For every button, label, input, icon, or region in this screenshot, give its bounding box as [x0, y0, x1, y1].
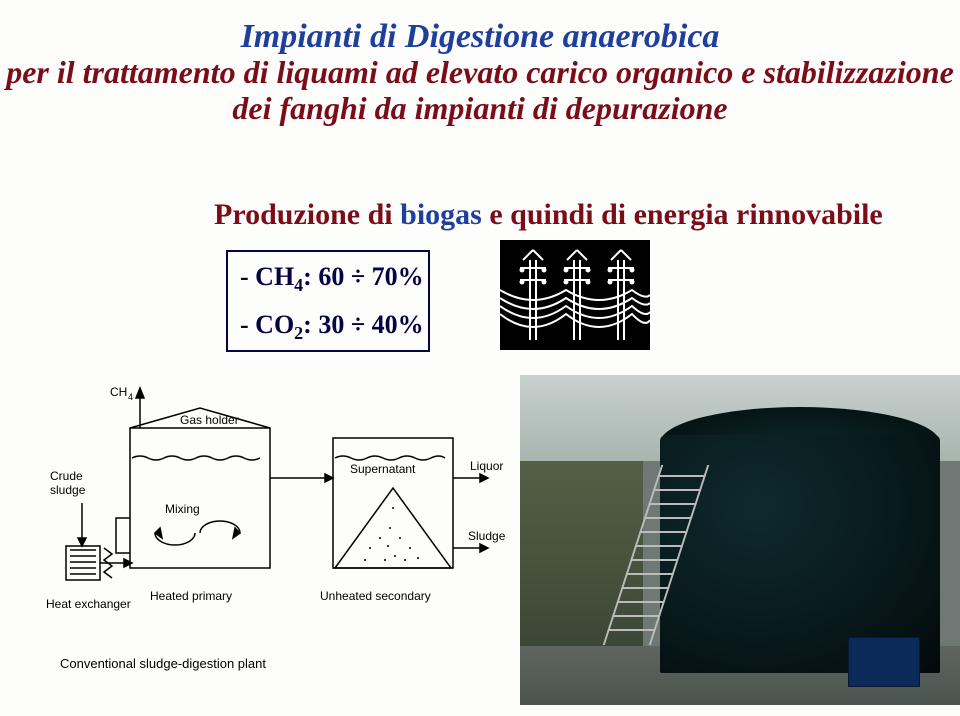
- label-supernatant: Supernatant: [350, 462, 416, 476]
- label-liquor: Liquor: [470, 459, 503, 473]
- label-heated-primary: Heated primary: [150, 589, 232, 603]
- label-mixing: Mixing: [165, 502, 200, 516]
- svg-text:CH: CH: [110, 385, 127, 399]
- svg-text:sludge: sludge: [50, 483, 86, 497]
- composition-box: - CH4: 60 ÷ 70% - CO2: 30 ÷ 40%: [226, 250, 430, 352]
- svg-text:Crude: Crude: [50, 469, 83, 483]
- title-line-1: Impianti di Digestione anaerobica: [0, 18, 960, 55]
- slide-title: Impianti di Digestione anaerobica per il…: [0, 18, 960, 126]
- subtitle-produzione: Produzione di biogas e quindi di energia…: [214, 198, 883, 232]
- produzione-part-1: Produzione di: [214, 198, 400, 231]
- composition-row-co2: - CO2: 30 ÷ 40%: [228, 310, 428, 344]
- label-ch4-sub: 4: [128, 392, 133, 402]
- label-heat-exchanger: Heat exchanger: [46, 597, 131, 611]
- produzione-part-2: biogas: [400, 198, 482, 231]
- diagram-caption: Conventional sludge-digestion plant: [60, 656, 266, 671]
- slide: Impianti di Digestione anaerobica per il…: [0, 0, 960, 716]
- power-grid-icon: [500, 240, 650, 350]
- label-unheated-secondary: Unheated secondary: [320, 589, 431, 603]
- composition-row-ch4: - CH4: 60 ÷ 70%: [228, 262, 428, 296]
- produzione-part-3: e quindi di energia rinnovabile: [482, 198, 883, 231]
- label-sludge: Sludge: [468, 529, 506, 543]
- digester-photo: [520, 375, 960, 705]
- digestion-diagram: CH 4 Gas holder Mixing Crude sludge: [40, 378, 520, 708]
- label-gas-holder: Gas holder: [180, 413, 239, 427]
- title-line-2: per il trattamento di liquami ad elevato…: [0, 55, 960, 125]
